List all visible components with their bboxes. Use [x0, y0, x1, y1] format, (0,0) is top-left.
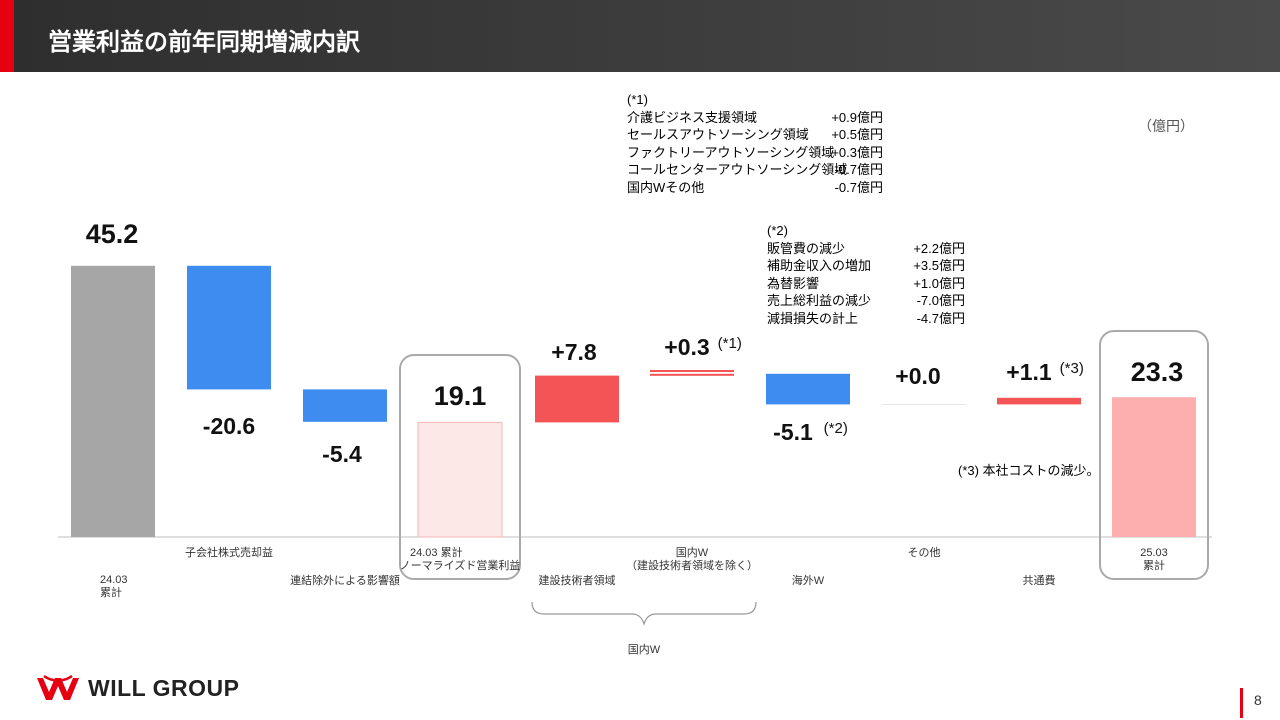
value-label-b3: 19.1	[434, 381, 487, 411]
page-number: 8	[1254, 692, 1262, 708]
note-2-row-label: 販管費の減少	[767, 240, 846, 256]
note-2-row-value: +1.0億円	[913, 275, 965, 291]
value-label-b6: -5.1	[773, 419, 813, 445]
note-2-row: 為替影響 +1.0億円	[767, 275, 965, 293]
note-2-row-value: -4.7億円	[916, 310, 965, 326]
note-2-row-label: 売上総利益の減少	[767, 293, 872, 308]
note-1-title: (*1)	[627, 92, 648, 107]
note-1-row-label: ファクトリーアウトソーシング領域	[627, 144, 835, 160]
unit-label: （億円）	[1138, 118, 1194, 134]
category-label-0: 24.03	[100, 574, 128, 586]
note-2-row-label: 減損損失の計上	[767, 310, 859, 326]
value-label-b1: -20.6	[203, 413, 255, 439]
category-label-5: 国内W	[676, 545, 709, 559]
bar-b9	[1112, 397, 1196, 537]
note-2: (*2) 販管費の減少 +2.2億円 補助金収入の増加 +3.5億円 為替影響 +1.…	[767, 222, 965, 327]
note-2-row-value: -7.0億円	[916, 293, 965, 308]
value-label-b0: 45.2	[86, 219, 139, 249]
note-2-row: 販管費の減少 +2.2億円	[767, 240, 965, 258]
note-2-row-value: +3.5億円	[913, 258, 965, 273]
note-1-row-label: 介護ビジネス支援領域	[627, 109, 758, 125]
note-1-row: ファクトリーアウトソーシング領域 +0.3億円	[627, 144, 883, 162]
category-label-0: 累計	[100, 585, 122, 599]
note-1-row: 国内Wその他 -0.7億円	[627, 179, 883, 197]
value-label-b5: +0.3	[664, 334, 709, 360]
header-bar: 営業利益の前年同期増減内訳	[0, 0, 1280, 72]
category-label-8: 共通費	[1023, 573, 1056, 587]
note-1-row-label: コールセンターアウトソーシング領域	[627, 162, 848, 177]
company-logo: WILL GROUP	[36, 674, 276, 704]
page-title: 営業利益の前年同期増減内訳	[48, 29, 360, 56]
note-1-row-value: +0.9億円	[831, 109, 883, 125]
value-label-b4: +7.8	[551, 339, 597, 365]
note-2-row-value: +2.2億円	[913, 240, 965, 256]
brace-label: 国内W	[628, 642, 661, 656]
note-1-row-value: -0.7億円	[834, 179, 883, 195]
note-1-row: 介護ビジネス支援領域 +0.9億円	[627, 109, 883, 127]
category-label-1: 子会社株式売却益	[185, 545, 273, 559]
value-label-b7: +0.0	[895, 363, 940, 389]
note-2-row: 減損損失の計上 -4.7億円	[767, 310, 965, 328]
note-2-title: (*2)	[767, 223, 788, 238]
category-label-5: （建設技術者領域を除く）	[626, 558, 758, 572]
note-2-row: 補助金収入の増加 +3.5億円	[767, 257, 965, 275]
note-2-row: 売上総利益の減少 -7.0億円	[767, 292, 965, 310]
category-label-2: 連結除外による影響額	[290, 573, 400, 587]
bar-b2	[303, 389, 387, 422]
note-1-row: コールセンターアウトソーシング領域 -0.7億円	[627, 161, 883, 179]
footnote-marker-b6: (*2)	[824, 420, 848, 437]
category-label-9: 25.03	[1140, 547, 1168, 559]
logo-text: WILL GROUP	[88, 675, 240, 701]
value-label-b2: -5.4	[322, 441, 362, 467]
bar-b8	[997, 397, 1081, 405]
header-accent	[0, 0, 14, 72]
value-label-b8: +1.1	[1006, 359, 1052, 385]
note-1-row-value: +0.3億円	[831, 144, 883, 160]
note-2-row-label: 補助金収入の増加	[767, 258, 872, 273]
note-1-row-label: 国内Wその他	[627, 179, 705, 195]
category-label-4: 建設技術者領域	[539, 573, 616, 587]
note-1-row: セールスアウトソーシング領域 +0.5億円	[627, 126, 883, 144]
category-label-9: 累計	[1143, 558, 1165, 572]
footnote-marker-b5: (*1)	[718, 335, 742, 352]
category-label-7: その他	[908, 546, 941, 559]
bar-b4	[535, 375, 619, 423]
note-1-row-value: -0.7億円	[834, 162, 883, 177]
category-label-3: ノーマライズド営業利益	[400, 558, 521, 572]
bar-b5	[650, 373, 734, 376]
note-1-row-value: +0.5億円	[831, 127, 883, 142]
bar-b0	[71, 265, 155, 537]
note-1: (*1) 介護ビジネス支援領域 +0.9億円 セールスアウトソーシング領域 +0.5…	[627, 91, 883, 196]
subtotal-highlight-box	[399, 354, 521, 580]
bar-b1	[187, 265, 271, 390]
bar-b6	[766, 373, 850, 405]
note-3: (*3) 本社コストの減少。	[958, 463, 1100, 478]
footnote-marker-b8: (*3)	[1060, 360, 1084, 377]
domestic-brace	[531, 601, 757, 627]
will-group-mark-icon	[37, 674, 79, 700]
value-label-b9: 23.3	[1131, 357, 1184, 387]
bar-b3	[417, 421, 503, 538]
note-1-row-label: セールスアウトソーシング領域	[627, 127, 809, 142]
note-2-row-label: 為替影響	[767, 275, 820, 291]
final-highlight-box	[1099, 330, 1209, 580]
category-label-6: 海外W	[792, 573, 825, 587]
category-label-3: 24.03 累計	[410, 545, 463, 559]
page-number-accent	[1240, 688, 1243, 718]
